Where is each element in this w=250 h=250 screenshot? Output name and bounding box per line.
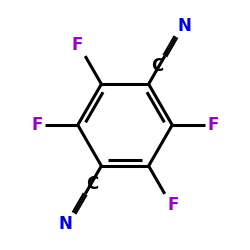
Text: F: F: [207, 116, 218, 134]
Text: F: F: [71, 36, 83, 54]
Text: N: N: [177, 18, 191, 36]
Text: F: F: [32, 116, 43, 134]
Text: N: N: [59, 214, 73, 232]
Text: C: C: [151, 57, 164, 75]
Text: C: C: [86, 175, 99, 193]
Text: F: F: [167, 196, 179, 214]
